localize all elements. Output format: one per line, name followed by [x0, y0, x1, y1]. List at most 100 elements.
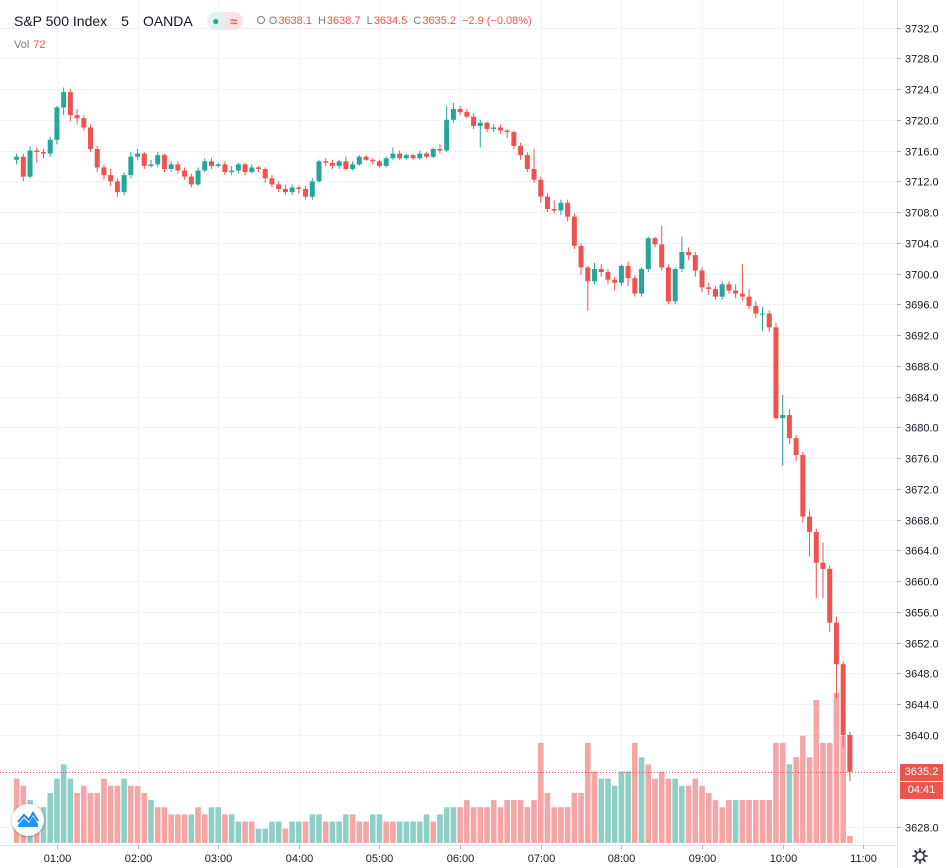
time-axis[interactable]: 01:00 02:00 03:00 04:00 05:00 06:00 07:00 08:00…: [44, 845, 877, 865]
compare-approx-icon[interactable]: ≈: [224, 12, 243, 30]
volume-label[interactable]: Vol: [14, 39, 30, 51]
candle-body: [383, 158, 389, 166]
candle: [712, 285, 718, 300]
volume-bar: [269, 821, 275, 843]
volume-bar: [813, 700, 820, 843]
candle-body: [807, 516, 813, 532]
candle-body: [141, 153, 147, 166]
candle: [128, 152, 134, 179]
candle-body: [202, 161, 208, 171]
candle-body: [121, 175, 127, 193]
candle: [47, 136, 53, 157]
candle: [719, 281, 725, 300]
candle: [518, 142, 524, 160]
candle-body: [538, 179, 544, 197]
volume-bar: [679, 785, 685, 843]
y-tick-label: 3652.0: [905, 639, 939, 651]
volume-bar: [175, 814, 181, 843]
volume-bar: [551, 807, 557, 843]
volume-bar: [632, 742, 638, 843]
candle-body: [34, 150, 40, 153]
candle-body: [188, 176, 194, 185]
status-pill[interactable]: ● ≈: [206, 12, 243, 30]
volume-bar: [87, 792, 94, 843]
candle: [121, 172, 127, 196]
price-axis[interactable]: 3732.0 3728.0 3724.0 3720.0 3716.0 3712.0 3708…: [897, 24, 939, 835]
market-status-dot-icon[interactable]: ●: [206, 12, 225, 30]
candle-body: [625, 265, 631, 279]
candle: [370, 158, 376, 165]
volume-bar: [376, 814, 383, 843]
candle: [773, 322, 779, 420]
volume-bar: [585, 742, 591, 843]
candle-body: [444, 119, 450, 151]
candle-body: [612, 279, 618, 283]
tradingview-logo[interactable]: [12, 804, 44, 836]
volume-bar: [464, 800, 470, 843]
volume-bar: [719, 807, 725, 843]
volume-bar: [712, 800, 719, 843]
candle: [108, 168, 114, 186]
candle: [135, 149, 141, 160]
candle: [558, 199, 564, 216]
y-tick-label: 3648.0: [905, 669, 939, 681]
candle-body: [329, 162, 335, 166]
volume-bar: [591, 771, 598, 843]
candle-body: [786, 415, 792, 439]
candle-body: [370, 159, 376, 162]
candle: [504, 129, 510, 139]
volume-bar: [168, 814, 174, 843]
candle-body: [833, 622, 839, 665]
candle: [605, 268, 611, 285]
interval-label[interactable]: 5: [121, 13, 129, 29]
candle-body: [424, 153, 430, 157]
volume-bar: [571, 792, 578, 843]
x-tick-label: 04:00: [286, 853, 314, 865]
volume-bar: [410, 821, 416, 843]
ohlc-values: O3638.1 H3638.7 L3634.5 C3635.2 −2.9 (−0.08%…: [256, 15, 538, 27]
candle: [524, 152, 530, 173]
candle-body: [222, 164, 228, 173]
volume-bar: [793, 757, 799, 843]
candle: [20, 153, 26, 182]
candle: [450, 102, 456, 123]
symbol-name[interactable]: S&P 500 Index: [14, 13, 108, 29]
volume-bar: [396, 821, 403, 843]
volume-bar: [531, 800, 537, 843]
candle-body: [551, 208, 557, 211]
candle: [54, 105, 60, 145]
candle-body: [746, 296, 752, 306]
candle: [356, 155, 362, 166]
candle: [276, 181, 282, 193]
candle: [766, 310, 772, 333]
candle-body: [195, 170, 201, 185]
candle: [34, 147, 40, 163]
volume-bar: [847, 835, 853, 843]
candle-body: [733, 290, 739, 294]
volume-bar: [275, 821, 282, 843]
candle-body: [760, 313, 766, 315]
candle-body: [598, 268, 604, 273]
candle: [249, 164, 255, 174]
volume-bar: [181, 814, 188, 843]
volume-bar: [188, 814, 195, 843]
exchange-label[interactable]: OANDA: [142, 13, 193, 29]
candle-body: [296, 187, 302, 189]
volume-bar: [766, 800, 773, 843]
candle: [565, 199, 571, 222]
candle: [235, 162, 241, 174]
candle-body: [820, 562, 826, 569]
candle: [457, 105, 463, 116]
volume-bar: [302, 821, 309, 843]
candle: [531, 149, 537, 183]
volume-bar: [128, 785, 134, 843]
candle: [686, 247, 692, 260]
settings-gear-icon[interactable]: [912, 848, 928, 864]
volume-legend: Vol 72: [14, 39, 46, 51]
candle-body: [659, 244, 665, 268]
candle-body: [793, 438, 799, 456]
candle: [652, 236, 658, 248]
y-tick-label: 3732.0: [905, 24, 939, 36]
